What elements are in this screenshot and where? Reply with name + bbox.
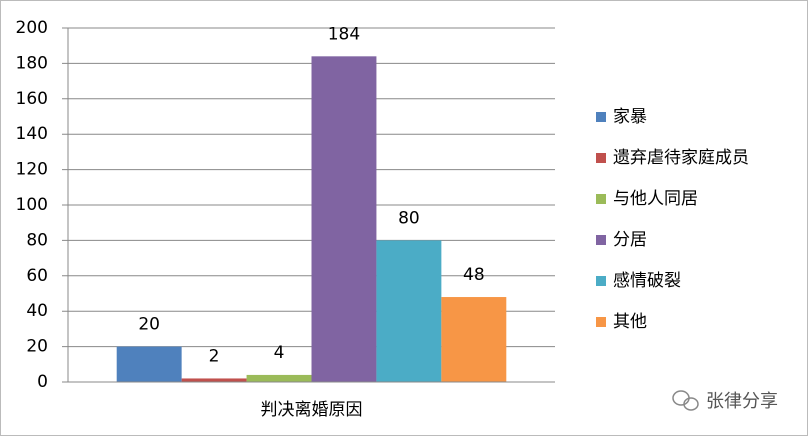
legend-swatch (596, 112, 606, 122)
legend-label: 与他人同居 (613, 189, 698, 209)
legend-swatch (596, 276, 606, 286)
y-tick-label: 140 (16, 124, 48, 144)
bar (376, 240, 442, 382)
data-label: 48 (463, 265, 485, 285)
y-tick-label: 120 (16, 160, 48, 180)
data-label: 184 (328, 24, 360, 44)
legend-swatch (596, 235, 606, 245)
watermark: 张律分享 (706, 391, 778, 412)
y-tick-label: 200 (16, 18, 48, 38)
bar (246, 374, 312, 382)
data-label: 2 (209, 346, 220, 366)
legend-label: 家暴 (613, 107, 647, 127)
data-label: 20 (138, 315, 160, 335)
y-tick-label: 80 (26, 230, 48, 250)
legend-label: 其他 (613, 312, 647, 332)
y-tick-label: 160 (16, 89, 48, 109)
legend-swatch (596, 317, 606, 327)
legend-swatch (596, 194, 606, 204)
data-label: 80 (398, 208, 420, 228)
bar (116, 346, 182, 382)
bar (181, 378, 247, 382)
bar (311, 56, 377, 382)
y-tick-label: 40 (26, 301, 48, 321)
bar (441, 297, 507, 382)
y-tick-label: 0 (37, 372, 48, 392)
x-tick-label: 判决离婚原因 (261, 400, 363, 420)
legend-swatch (596, 153, 606, 163)
y-tick-label: 100 (16, 195, 48, 215)
legend-label: 遗弃虐待家庭成员 (613, 148, 749, 168)
watermark-icon (672, 390, 699, 411)
y-tick-label: 180 (16, 53, 48, 73)
legend-label: 分居 (613, 230, 647, 250)
y-tick-label: 60 (26, 266, 48, 286)
y-tick-label: 20 (26, 337, 48, 357)
legend-label: 感情破裂 (613, 271, 681, 291)
data-label: 4 (274, 343, 285, 363)
